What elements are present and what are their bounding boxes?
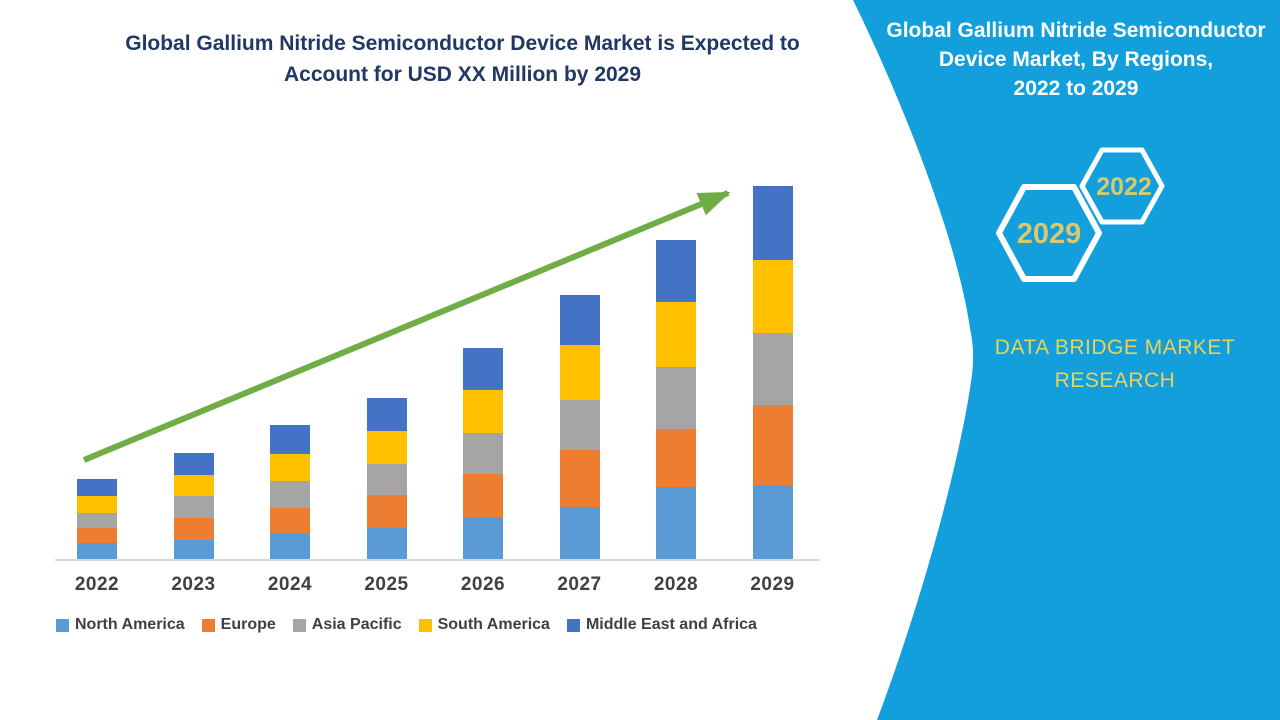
legend-item-asia-pacific: Asia Pacific — [292, 616, 402, 634]
bar-segment-south-america-2027 — [559, 345, 600, 400]
legend-item-middle-east-and-africa: Middle East and Africa — [566, 616, 757, 634]
bar-segment-asia-pacific-2027 — [559, 400, 600, 450]
bar-segment-europe-2025 — [366, 495, 407, 528]
x-axis-label-2022: 2022 — [74, 574, 120, 595]
legend-swatch-south-america — [418, 618, 432, 632]
chart-legend: North America Europe Asia Pacific South Ame… — [56, 616, 856, 634]
bar-segment-south-america-2026 — [463, 390, 503, 433]
brand-line1: DATA BRIDGE MARKET — [994, 336, 1236, 359]
x-axis-label-2028: 2028 — [653, 574, 699, 595]
bar-segment-asia-pacific-2022 — [77, 513, 117, 528]
bar-2028 — [656, 240, 696, 560]
hexagon-2029-outline — [996, 184, 1102, 282]
bar-segment-asia-pacific-2024 — [270, 481, 310, 508]
bar-segment-europe-2029 — [752, 405, 793, 485]
bar-segment-europe-2027 — [559, 450, 600, 507]
legend-label-asia-pacific: Asia Pacific — [311, 616, 402, 633]
bar-segment-north-america-2022 — [77, 543, 117, 560]
plot-area: 2022 2023 2024 2025 2026 2027 2028 2029 North A… — [55, 186, 856, 634]
bar-2027 — [559, 295, 600, 560]
x-axis-label-2025: 2025 — [364, 574, 409, 595]
legend-item-south-america: South America — [418, 616, 550, 634]
bar-segment-north-america-2027 — [559, 507, 600, 560]
bar-segment-middle-east-and-africa-2025 — [366, 398, 407, 431]
sidebar-title-line1: Global Gallium Nitride Semiconductor — [886, 19, 1266, 42]
bar-2022 — [77, 479, 117, 560]
bar-segment-middle-east-and-africa-2029 — [752, 186, 793, 260]
bar-segment-south-america-2025 — [366, 431, 407, 464]
legend-swatch-europe — [201, 618, 215, 632]
bar-segment-asia-pacific-2025 — [366, 464, 407, 495]
sidebar-title-line2: Device Market, By Regions, — [938, 48, 1214, 71]
bar-segment-south-america-2023 — [173, 475, 214, 496]
bar-2026 — [463, 348, 503, 560]
bar-segment-middle-east-and-africa-2024 — [270, 425, 310, 454]
legend-label-middle-east-and-africa: Middle East and Africa — [585, 616, 757, 633]
bar-segment-north-america-2026 — [463, 517, 503, 560]
trend-arrow — [82, 190, 731, 463]
bar-segment-asia-pacific-2029 — [752, 333, 793, 405]
bar-segment-middle-east-and-africa-2023 — [173, 453, 214, 475]
bar-2029 — [752, 186, 793, 560]
bar-segment-europe-2028 — [656, 429, 696, 487]
bar-segment-asia-pacific-2026 — [463, 433, 503, 474]
bar-segment-south-america-2028 — [656, 302, 696, 367]
sidebar-title-line3: 2022 to 2029 — [1013, 77, 1139, 100]
bar-segment-europe-2026 — [463, 474, 503, 517]
x-axis-label-2026: 2026 — [460, 574, 506, 595]
bar-segment-asia-pacific-2023 — [173, 496, 214, 518]
legend-swatch-middle-east-and-africa — [566, 618, 580, 632]
hexagon-2022-outline — [1079, 147, 1165, 225]
brand-wordmark: DATA BRIDGE MARKET RESEARCH — [950, 331, 1280, 397]
chart-title-line1: Global Gallium Nitride Semiconductor Dev… — [125, 32, 800, 55]
legend-swatch-asia-pacific — [292, 618, 306, 632]
legend-label-south-america: South America — [437, 616, 550, 633]
bar-segment-middle-east-and-africa-2027 — [559, 295, 600, 345]
legend-item-north-america: North America — [56, 616, 185, 634]
bar-segment-south-america-2029 — [752, 260, 793, 333]
legend-label-north-america: North America — [75, 616, 185, 633]
bar-segment-south-america-2024 — [270, 454, 310, 481]
blue-swoosh-shape — [853, 0, 1280, 720]
bar-segment-middle-east-and-africa-2028 — [656, 240, 696, 302]
bar-segment-middle-east-and-africa-2026 — [463, 348, 503, 390]
bar-segment-asia-pacific-2028 — [656, 367, 696, 429]
x-axis-label-2029: 2029 — [750, 574, 795, 595]
sidebar-title: Global Gallium Nitride Semiconductor Dev… — [878, 16, 1274, 103]
legend-item-europe: Europe — [201, 616, 276, 634]
x-axis-line — [55, 559, 820, 561]
bar-segment-north-america-2025 — [366, 528, 407, 560]
hexagon-2029-label: 2029 — [1017, 218, 1082, 250]
bar-2025 — [366, 398, 407, 560]
bar-2023 — [173, 453, 214, 560]
bar-segment-north-america-2024 — [270, 533, 310, 560]
hexagon-2022-label: 2022 — [1096, 173, 1152, 201]
bar-segment-south-america-2022 — [77, 496, 117, 513]
bar-segment-middle-east-and-africa-2022 — [77, 479, 117, 496]
legend-swatch-north-america — [56, 618, 69, 632]
brand-line2: RESEARCH — [1054, 369, 1176, 392]
chart-title: Global Gallium Nitride Semiconductor Dev… — [40, 28, 885, 90]
bar-segment-europe-2022 — [77, 528, 117, 543]
chart-title-line2: Account for USD XX Million by 2029 — [283, 63, 642, 86]
bar-2024 — [270, 425, 310, 560]
bar-segment-north-america-2023 — [173, 540, 214, 560]
x-axis-label-2027: 2027 — [557, 574, 602, 595]
bar-segment-north-america-2028 — [656, 487, 696, 560]
bar-segment-north-america-2029 — [752, 485, 793, 560]
x-axis-label-2023: 2023 — [171, 574, 216, 595]
bar-segment-europe-2024 — [270, 508, 310, 533]
legend-label-europe: Europe — [220, 616, 276, 633]
bar-segment-europe-2023 — [173, 518, 214, 540]
x-axis-label-2024: 2024 — [267, 574, 313, 595]
trend-arrow-line — [82, 190, 731, 463]
